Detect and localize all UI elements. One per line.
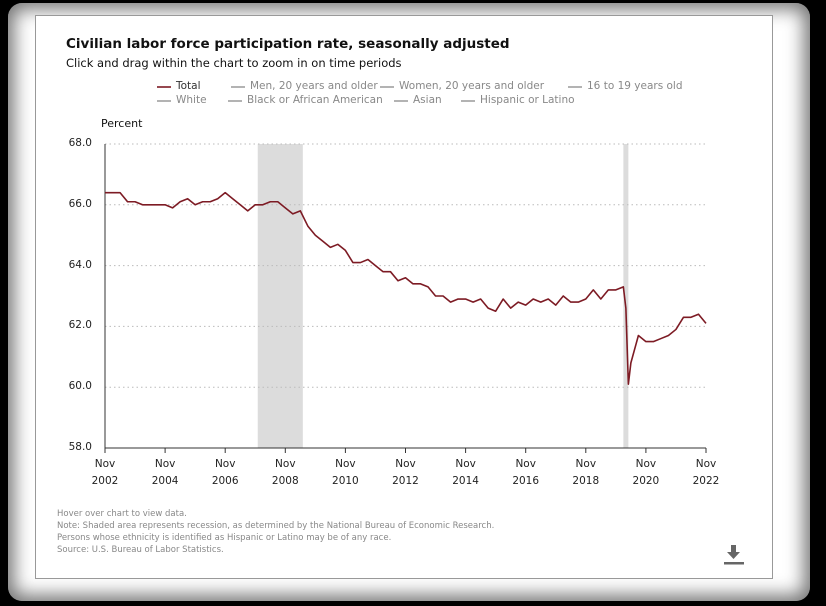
footnote: Hover over chart to view data. [57,509,187,519]
x-tick-label: Nov 2014 [452,458,479,487]
recession-band [257,144,303,448]
x-tick-label: Nov 2020 [632,458,660,487]
legend-item[interactable]: Asian [413,94,442,106]
legend-item[interactable]: White [176,94,207,106]
series-line [105,191,707,385]
legend-item[interactable]: 16 to 19 years old [587,80,683,92]
legend-item[interactable]: Women, 20 years and older [399,80,545,92]
x-tick-label: Nov 2012 [392,458,419,487]
footnote: Persons whose ethnicity is identified as… [57,533,392,543]
download-icon-stem [731,545,736,553]
legend-item[interactable]: Men, 20 years and older [250,80,378,92]
legend-item[interactable]: Hispanic or Latino [480,94,575,106]
download-icon[interactable] [724,545,744,565]
chart-panel [35,15,773,579]
y-axis-label: Percent [101,117,143,130]
recession-band [623,144,629,448]
x-tick-label: Nov 2022 [692,458,720,487]
y-tick-label: 66.0 [68,197,92,210]
chart-subtitle: Click and drag within the chart to zoom … [66,56,402,70]
download-icon-arrow [727,552,740,559]
legend-item[interactable]: Total [176,80,201,92]
y-tick-label: 58.0 [68,441,92,453]
y-tick-label: 62.0 [68,319,92,332]
y-tick-label: 64.0 [68,258,92,271]
chart-title: Civilian labor force participation rate,… [66,36,510,52]
legend-item[interactable]: Black or African American [247,94,383,106]
download-icon-base [724,562,744,565]
x-tick-label: Nov 2006 [211,458,239,487]
x-tick-label: Nov 2002 [91,458,119,487]
footnote: Source: U.S. Bureau of Labor Statistics. [57,545,224,555]
x-tick-label: Nov 2008 [271,458,299,487]
x-tick-label: Nov 2016 [512,458,540,487]
y-tick-label: 68.0 [68,137,92,149]
y-tick-label: 60.0 [68,380,92,393]
x-tick-label: Nov 2010 [332,458,359,487]
footnote: Note: Shaded area represents recession, … [57,521,495,531]
x-tick-label: Nov 2018 [572,458,600,487]
x-tick-label: Nov 2004 [151,458,179,487]
